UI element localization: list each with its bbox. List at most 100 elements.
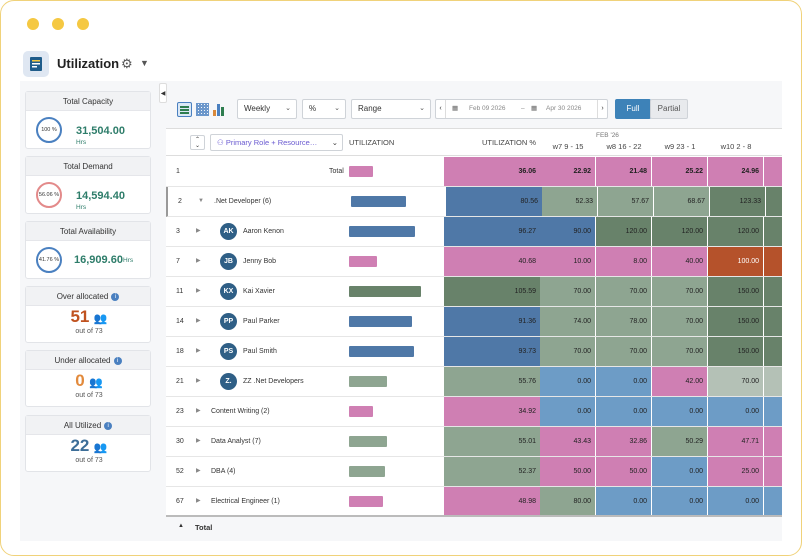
week-column-header[interactable]: w7 9 - 15 <box>552 142 584 151</box>
info-icon[interactable]: i <box>104 422 113 430</box>
table-row[interactable]: 52 ▶ DBA (4) 52.37 50.00 50.00 0.00 25.00 <box>166 457 782 487</box>
week-cell[interactable]: 70.00 <box>708 367 763 396</box>
chevron-right-icon[interactable]: ▶ <box>196 498 201 504</box>
range-select[interactable]: Range ⌄ <box>351 99 431 119</box>
week-cell[interactable]: 25.22 <box>652 157 707 186</box>
week-cell[interactable]: 70.00 <box>596 277 651 306</box>
utilization-pct-cell[interactable]: 96.27 <box>444 217 540 246</box>
utilization-column-header[interactable]: UTILIZATION <box>349 138 395 147</box>
week-cell[interactable]: 150.00 <box>708 337 763 366</box>
window-dot-minimize[interactable] <box>52 18 64 30</box>
table-row[interactable]: 7 ▶ JB Jenny Bob 40.68 10.00 8.00 40.00 100.00 <box>166 247 782 277</box>
week-cell-partial[interactable] <box>764 337 782 366</box>
collapse-sidebar-button[interactable]: ◀ <box>159 83 167 103</box>
week-cell[interactable]: 0.00 <box>708 397 763 426</box>
week-cell[interactable]: 43.43 <box>540 427 595 456</box>
table-row[interactable]: 67 ▶ Electrical Engineer (1) 48.98 80.00 0.00… <box>166 487 782 517</box>
week-cell[interactable]: 0.00 <box>596 487 651 516</box>
week-cell[interactable]: 22.92 <box>540 157 595 186</box>
week-cell[interactable]: 24.96 <box>708 157 763 186</box>
week-cell-partial[interactable] <box>764 427 782 456</box>
week-cell[interactable]: 90.00 <box>540 217 595 246</box>
utilization-pct-cell[interactable]: 55.76 <box>444 367 540 396</box>
week-cell[interactable]: 70.00 <box>540 337 595 366</box>
window-dot-close[interactable] <box>27 18 39 30</box>
week-cell-partial[interactable] <box>764 157 782 186</box>
week-column-header[interactable]: w8 16 - 22 <box>606 142 642 151</box>
week-cell-partial[interactable] <box>764 367 782 396</box>
gear-icon[interactable]: ⚙ <box>121 56 133 71</box>
week-cell[interactable]: 21.48 <box>596 157 651 186</box>
chevron-right-icon[interactable]: › <box>597 100 607 118</box>
week-cell[interactable]: 70.00 <box>540 277 595 306</box>
week-cell[interactable]: 50.00 <box>540 457 595 486</box>
week-cell[interactable]: 8.00 <box>596 247 651 276</box>
week-cell[interactable]: 70.00 <box>652 277 707 306</box>
table-view-icon[interactable] <box>176 101 192 117</box>
utilization-pct-cell[interactable]: 36.06 <box>444 157 540 186</box>
info-icon[interactable]: i <box>111 293 120 301</box>
week-cell[interactable]: 0.00 <box>652 457 707 486</box>
chevron-right-icon[interactable]: ▶ <box>196 468 201 474</box>
utilization-pct-cell[interactable]: 48.98 <box>444 487 540 516</box>
chevron-right-icon[interactable]: ▶ <box>196 258 201 264</box>
table-row[interactable]: 11 ▶ KX Kai Xavier 105.59 70.00 70.00 70.00 150.… <box>166 277 782 307</box>
week-cell[interactable]: 150.00 <box>708 277 763 306</box>
week-cell[interactable]: 120.00 <box>708 217 763 246</box>
under-allocated-card[interactable]: Under allocated i 0 👥 out of 73 <box>25 350 151 407</box>
week-cell[interactable]: 40.00 <box>652 247 707 276</box>
week-cell[interactable]: 42.00 <box>652 367 707 396</box>
chevron-right-icon[interactable]: ▶ <box>196 228 201 234</box>
table-row[interactable]: 14 ▶ PP Paul Parker 91.36 74.00 78.00 70.00 150.… <box>166 307 782 337</box>
week-cell[interactable]: 50.29 <box>652 427 707 456</box>
week-cell[interactable]: 0.00 <box>596 367 651 396</box>
week-cell[interactable]: 120.00 <box>596 217 651 246</box>
week-cell[interactable]: 100.00 <box>708 247 763 276</box>
grid-view-icon[interactable] <box>195 102 209 116</box>
week-column-header[interactable]: w10 2 - 8 <box>720 142 752 151</box>
week-cell-partial[interactable] <box>764 457 782 486</box>
week-cell-partial[interactable] <box>764 487 782 516</box>
group-by-select[interactable]: ⚇ Primary Role + Resource… ⌄ <box>210 134 343 151</box>
week-cell[interactable]: 52.33 <box>542 187 597 216</box>
week-cell[interactable]: 57.67 <box>598 187 653 216</box>
week-cell[interactable]: 0.00 <box>708 487 763 516</box>
week-cell[interactable]: 78.00 <box>596 307 651 336</box>
week-cell[interactable]: 80.00 <box>540 487 595 516</box>
date-range-picker[interactable]: ‹ ▦ Feb 09 2026 – ▦ Apr 30 2026 › <box>435 99 608 119</box>
week-cell-partial[interactable] <box>764 307 782 336</box>
unit-select[interactable]: % ⌄ <box>302 99 346 119</box>
utilization-pct-cell[interactable]: 91.36 <box>444 307 540 336</box>
week-cell-partial[interactable] <box>764 277 782 306</box>
chevron-right-icon[interactable]: ▶ <box>196 408 201 414</box>
table-row[interactable]: 2 ▼ .Net Developer (6) 80.56 52.33 57.67 68.67… <box>166 187 782 217</box>
week-cell[interactable]: 25.00 <box>708 457 763 486</box>
bar-chart-icon[interactable] <box>212 103 226 116</box>
week-cell[interactable]: 120.00 <box>652 217 707 246</box>
chevron-down-icon[interactable]: ▼ <box>140 58 149 68</box>
week-cell-partial[interactable] <box>764 247 782 276</box>
over-allocated-card[interactable]: Over allocated i 51 👥 out of 73 <box>25 286 151 343</box>
utilization-pct-cell[interactable]: 40.68 <box>444 247 540 276</box>
week-cell[interactable]: 74.00 <box>540 307 595 336</box>
chevron-right-icon[interactable]: ▶ <box>196 438 201 444</box>
chevron-down-icon[interactable]: ▼ <box>198 198 204 204</box>
window-dot-maximize[interactable] <box>77 18 89 30</box>
date-from[interactable]: Feb 09 2026 <box>469 105 506 112</box>
sort-toggle-icon[interactable]: ⌃ ⌄ <box>190 135 205 150</box>
chevron-right-icon[interactable]: ▶ <box>196 288 201 294</box>
week-cell[interactable]: 68.67 <box>654 187 709 216</box>
utilization-pct-cell[interactable]: 55.01 <box>444 427 540 456</box>
chevron-up-icon[interactable]: ▲ <box>178 523 184 529</box>
partial-toggle-button[interactable]: Partial <box>650 99 688 119</box>
utilization-pct-column-header[interactable]: UTILIZATION % <box>481 138 536 147</box>
week-cell[interactable]: 150.00 <box>708 307 763 336</box>
utilization-pct-cell[interactable]: 52.37 <box>444 457 540 486</box>
date-to[interactable]: Apr 30 2026 <box>546 105 582 112</box>
utilization-pct-cell[interactable]: 93.73 <box>444 337 540 366</box>
chevron-right-icon[interactable]: ▶ <box>196 378 201 384</box>
all-utilized-card[interactable]: All Utilized i 22 👥 out of 73 <box>25 415 151 472</box>
week-column-header[interactable]: w9 23 - 1 <box>664 142 696 151</box>
table-row[interactable]: 23 ▶ Content Writing (2) 34.92 0.00 0.00 0.00 0… <box>166 397 782 427</box>
chevron-right-icon[interactable]: ▶ <box>196 318 201 324</box>
